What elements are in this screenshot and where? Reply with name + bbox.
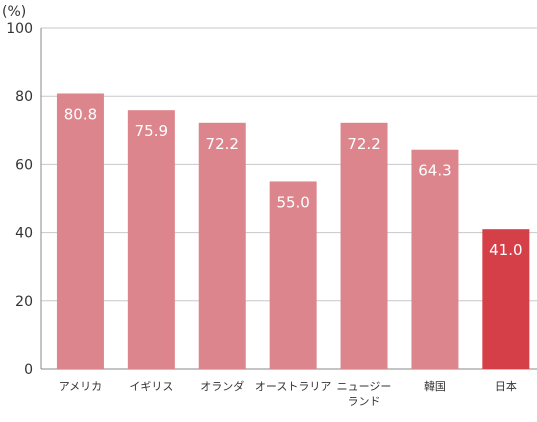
category-label-line: アメリカ [59,380,102,393]
y-axis-ticks: 0 20 40 60 80 100 [6,21,33,378]
category-label: アメリカ [59,380,102,393]
bar-value-label: 55.0 [276,193,309,211]
value-labels: 80.8 75.9 72.2 55.0 72.2 64.3 41.0 [64,105,523,259]
bars [56,93,530,370]
category-label-line: オーストラリア [255,380,331,393]
category-label: イギリス [129,380,173,393]
bar-value-label: 41.0 [489,241,522,259]
bar [411,149,459,369]
bar-value-label: 72.2 [206,135,239,153]
y-tick-label: 80 [15,89,33,105]
bar [198,122,246,369]
bar-value-label: 72.2 [347,135,380,153]
category-label-line: ランド [348,395,381,408]
bar [482,229,530,369]
bar-value-label: 80.8 [64,105,97,123]
category-label-line: イギリス [129,380,173,393]
y-tick-label: 40 [15,226,33,242]
bar [56,93,104,370]
category-label: 韓国 [424,380,446,393]
bar [127,110,175,369]
category-label-line: ニュージー [337,380,392,393]
bar-value-label: 64.3 [418,162,451,180]
y-tick-label: 0 [24,362,33,378]
y-tick-label: 60 [15,157,33,173]
y-tick-label: 100 [6,21,33,37]
category-label: ニュージーランド [337,380,392,408]
category-label: オーストラリア [255,380,331,393]
bar [269,181,317,369]
category-label-line: 韓国 [424,380,446,393]
category-label: オランダ [200,379,244,393]
y-axis-unit-label: (%) [2,4,26,20]
bar [340,122,388,369]
y-tick-label: 20 [15,294,33,310]
category-label-line: オランダ [200,379,244,393]
bar-value-label: 75.9 [135,122,168,140]
category-labels: アメリカ イギリス オランダ オーストラリア ニュージーランド 韓国 日本 [59,379,517,408]
category-label: 日本 [495,379,517,393]
category-label-line: 日本 [495,379,517,393]
